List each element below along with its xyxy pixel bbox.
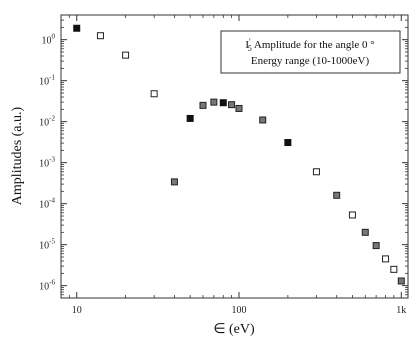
y-tick-label: 10-4 [39, 197, 55, 211]
data-point [361, 228, 369, 236]
y-tick-label: 100 [42, 33, 56, 47]
data-point [390, 265, 398, 273]
y-tick-base: 10 [39, 77, 49, 88]
y-axis-title: Amplitudes (a.u.) [10, 106, 25, 205]
data-point [73, 24, 81, 32]
y-tick-base: 10 [39, 159, 49, 170]
data-point [259, 116, 267, 124]
annotation-line-1: I′ 5 Amplitude for the angle 0 ° [245, 37, 374, 53]
data-point [210, 98, 218, 106]
data-point [312, 168, 320, 176]
data-point [348, 211, 356, 219]
data-point [382, 255, 390, 263]
data-point [235, 104, 243, 112]
data-point [219, 99, 227, 107]
x-axis-title: ∈ (eV) [213, 322, 255, 337]
data-point [150, 90, 158, 98]
y-tick-base: 10 [39, 118, 49, 129]
annotation-prime: ′ [249, 37, 251, 46]
y-tick-exponent: -3 [49, 156, 55, 164]
annotation-subscript: 5 [248, 44, 252, 53]
y-tick-label: 10-1 [39, 74, 55, 88]
data-point [228, 101, 236, 109]
y-tick-exponent: -1 [49, 74, 55, 82]
y-tick-base: 10 [39, 282, 49, 293]
y-tick-base: 10 [42, 36, 52, 47]
y-tick-base: 10 [39, 241, 49, 252]
data-point [199, 101, 207, 109]
annotation-line-2: Energy range (10-1000eV) [251, 55, 370, 67]
data-point [122, 51, 130, 59]
x-axis: 10 100 1k [60, 15, 406, 316]
data-point [186, 114, 194, 122]
x-tick-label: 1k [396, 305, 406, 316]
data-point [96, 32, 104, 40]
y-tick-label: 10-5 [39, 238, 55, 252]
y-tick-base: 10 [39, 200, 49, 211]
data-point [372, 242, 380, 250]
data-point [170, 178, 178, 186]
data-point [397, 277, 405, 285]
data-point [284, 139, 292, 147]
y-tick-exponent: -4 [49, 197, 55, 205]
y-tick-label: 10-6 [39, 279, 55, 293]
y-tick-exponent: -5 [49, 238, 55, 246]
y-tick-exponent: -6 [49, 279, 55, 287]
plot-frame [60, 14, 409, 299]
data-point [333, 191, 341, 199]
annotation-box: I′ 5 Amplitude for the angle 0 ° Energy r… [220, 30, 401, 74]
annotation-text: Amplitude for the angle 0 ° [252, 39, 375, 51]
y-tick-label: 10-2 [39, 115, 55, 129]
annotation-symbol: I [245, 39, 249, 51]
annotation-frame [220, 30, 401, 74]
y-tick-exponent: -2 [49, 115, 55, 123]
x-tick-label: 100 [232, 305, 247, 316]
y-tick-label: 10-3 [39, 156, 55, 170]
data-points [73, 24, 405, 285]
y-tick-exponent: 0 [52, 33, 56, 41]
x-tick-label: 10 [72, 305, 82, 316]
